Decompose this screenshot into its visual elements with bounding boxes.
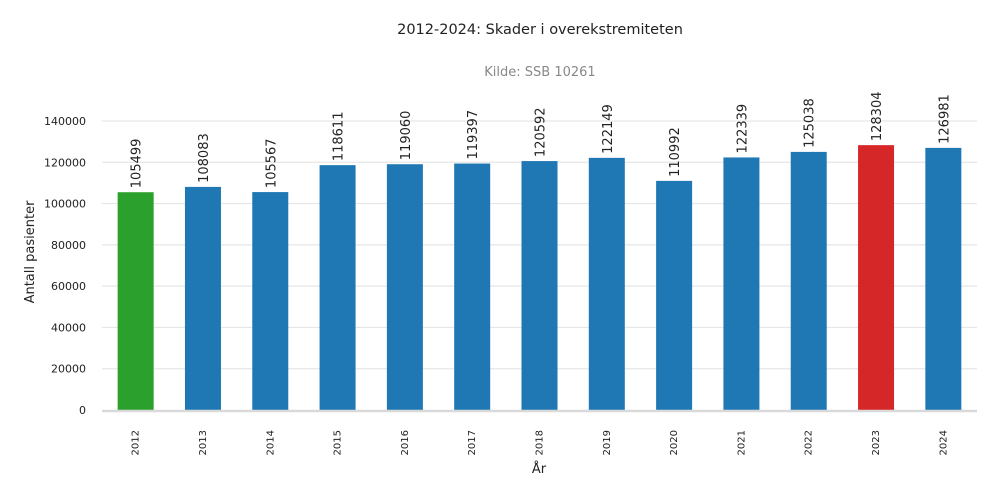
bar-2019 (588, 157, 625, 410)
bar-2022 (790, 151, 827, 410)
bar-2017 (454, 163, 491, 410)
x-tick-label-2012: 2012 (131, 430, 142, 455)
x-tick-label-2014: 2014 (265, 430, 276, 455)
data-label-2024: 126981 (937, 94, 952, 144)
x-tick-label-2013: 2013 (198, 430, 209, 455)
data-label-2014: 105567 (264, 138, 279, 188)
data-label-2016: 119060 (399, 111, 414, 161)
bars-group (117, 145, 962, 410)
data-label-2018: 120592 (534, 107, 549, 157)
x-tick-label-2023: 2023 (871, 430, 882, 455)
bar-2012 (117, 192, 154, 410)
y-tick-label: 100000 (44, 198, 86, 211)
bar-2016 (386, 164, 423, 410)
data-label-2021: 122339 (735, 104, 750, 154)
x-tick-label-2015: 2015 (333, 430, 344, 455)
y-tick-label: 20000 (51, 363, 86, 376)
data-label-2022: 125038 (803, 98, 818, 148)
x-axis-ticks: 2012 2013 2014 2015 2016 2017 2018 2019 2020 2021… (131, 430, 950, 455)
y-tick-label: 120000 (44, 156, 86, 169)
y-tick-label: 40000 (51, 321, 86, 334)
bar-2015 (319, 165, 356, 410)
y-axis-ticks: 0 20000 40000 60000 80000 100000 120000 140000 (44, 115, 86, 417)
x-axis-label: År (532, 461, 547, 477)
data-label-2019: 122149 (601, 104, 616, 154)
x-tick-label-2016: 2016 (400, 430, 411, 455)
y-tick-label: 80000 (51, 239, 86, 252)
data-label-2023: 128304 (870, 92, 885, 142)
bar-2020 (656, 180, 693, 410)
x-tick-label-2022: 2022 (804, 430, 815, 455)
bar-2021 (723, 157, 760, 410)
data-labels-group: 105499 108083 105567 118611 119060 119397 1205… (130, 92, 953, 189)
x-tick-label-2021: 2021 (736, 430, 747, 455)
y-tick-label: 60000 (51, 280, 86, 293)
x-tick-label-2020: 2020 (669, 430, 680, 455)
y-axis-label: Antall pasienter (23, 200, 38, 303)
data-label-2012: 105499 (130, 139, 145, 189)
chart-subtitle: Kilde: SSB 10261 (484, 65, 596, 80)
x-tick-label-2024: 2024 (938, 430, 949, 455)
data-label-2017: 119397 (466, 110, 481, 160)
y-tick-label: 0 (79, 404, 86, 417)
x-tick-label-2017: 2017 (467, 430, 478, 455)
x-tick-label-2018: 2018 (535, 430, 546, 455)
data-label-2015: 118611 (332, 112, 347, 162)
bar-2014 (252, 192, 289, 410)
chart-title: 2012-2024: Skader i overekstremiteten (397, 22, 683, 38)
bar-2013 (184, 186, 221, 410)
bar-2018 (521, 161, 558, 410)
data-label-2013: 108083 (197, 133, 212, 183)
x-tick-label-2019: 2019 (602, 430, 613, 455)
data-label-2020: 110992 (668, 127, 683, 177)
bar-2023 (858, 145, 895, 410)
y-tick-label: 140000 (44, 115, 86, 128)
bar-2024 (925, 147, 962, 410)
